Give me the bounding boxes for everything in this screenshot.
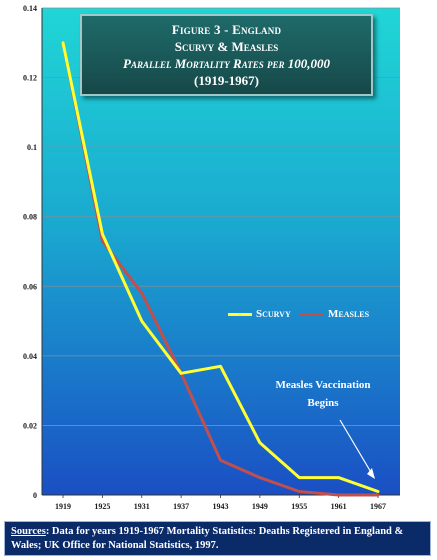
annotation-line-2: Begins [307,397,339,409]
legend-swatch-measles [300,312,324,316]
y-tick-label: 0.1 [27,143,37,152]
series-line-scurvy [61,41,380,493]
x-tick-label: 1919 [55,502,71,511]
legend-label-measles: Measles [328,308,370,320]
y-tick-label: 0.08 [23,213,37,222]
x-tick-label: 1961 [331,502,347,511]
annotation-arrow [339,419,373,475]
x-tick-label: 1955 [291,502,307,511]
y-tick-label: 0.04 [23,352,37,361]
chart-title: Figure 3 - England [171,22,282,37]
x-tick-label: 1949 [252,502,268,511]
source-text: : Data for years 1919-1967 Mortality Sta… [11,526,404,551]
legend-label-scurvy: Scurvy [256,308,291,320]
x-tick-label: 1943 [213,502,229,511]
source-label: Sources [11,526,46,537]
series-line-measles [61,41,380,497]
y-tick-label: 0.12 [23,74,37,83]
x-tick-label: 1937 [173,502,189,511]
vaccination-annotation: Measles Vaccination Begins [268,376,378,412]
source-note: Sources: Data for years 1919-1967 Mortal… [4,521,431,556]
legend-item-scurvy: Scurvy [228,306,291,322]
chart-description: Parallel Mortality Rates per 100,000 [123,56,330,71]
y-tick-label: 0.06 [23,282,37,291]
legend-item-measles: Measles [300,306,369,322]
y-tick-label: 0 [33,491,37,500]
chart-subtitle: Scurvy & Measles [174,39,279,54]
y-tick-label: 0.14 [23,4,37,13]
y-tick-label: 0.02 [23,421,37,430]
chart-title-box: Figure 3 - England Scurvy & Measles Para… [80,14,373,96]
annotation-line-1: Measles Vaccination [275,379,371,391]
chart-date-range: (1919-1967) [194,73,259,88]
legend-swatch-scurvy [228,312,252,316]
annotation-arrowhead [367,468,375,479]
x-tick-label: 1967 [370,502,386,511]
x-tick-label: 1931 [134,502,150,511]
x-tick-label: 1925 [94,502,110,511]
